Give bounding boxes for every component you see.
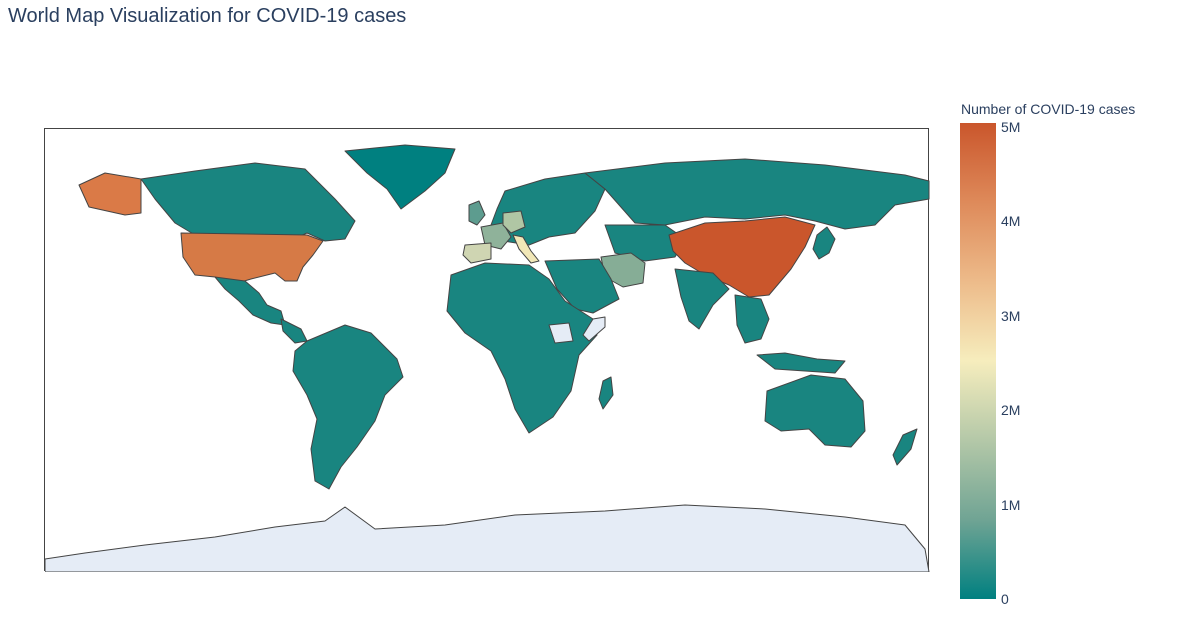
colorbar-tick-label: 2M — [1001, 402, 1021, 419]
country-uk[interactable] — [468, 200, 486, 226]
country-canada[interactable] — [140, 162, 356, 242]
country-new-zealand[interactable] — [892, 428, 918, 466]
country-france[interactable] — [480, 222, 512, 250]
colorbar-title: Number of COVID-19 cases — [961, 101, 1136, 117]
country-india[interactable] — [674, 268, 730, 330]
region-indonesia[interactable] — [756, 352, 846, 374]
colorbar-tick-label: 3M — [1001, 307, 1021, 324]
country-mexico[interactable] — [214, 276, 286, 326]
country-germany[interactable] — [502, 210, 526, 234]
region-southeast-asia[interactable] — [734, 294, 770, 344]
region-middle-east[interactable] — [544, 258, 620, 314]
continent-africa[interactable] — [446, 262, 598, 434]
continent-antarctica[interactable] — [45, 504, 930, 572]
country-alaska[interactable] — [78, 172, 142, 216]
colorbar-tick-label: 0 — [1001, 591, 1009, 607]
colorbar — [960, 123, 996, 599]
colorbar-tick-label: 5M — [1001, 119, 1021, 135]
colorbar-gradient — [960, 123, 996, 599]
continent-south-america[interactable] — [292, 324, 404, 490]
colorbar-tick-label: 4M — [1001, 213, 1021, 230]
region-central-asia[interactable] — [604, 224, 686, 262]
page-title: World Map Visualization for COVID-19 cas… — [8, 5, 407, 27]
country-greenland[interactable] — [344, 144, 456, 210]
country-japan[interactable] — [812, 226, 836, 260]
country-spain[interactable] — [462, 242, 492, 264]
region-central-america[interactable] — [280, 318, 308, 344]
country-somalia[interactable] — [582, 316, 606, 342]
world-map[interactable] — [44, 128, 930, 572]
world-map-svg[interactable] — [45, 129, 930, 572]
country-usa[interactable] — [180, 232, 324, 286]
country-australia[interactable] — [764, 374, 866, 448]
country-madagascar[interactable] — [598, 376, 614, 410]
country-china[interactable] — [668, 216, 816, 298]
colorbar-tick-label: 1M — [1001, 496, 1021, 513]
country-russia[interactable] — [584, 158, 930, 230]
country-italy[interactable] — [512, 234, 540, 264]
country-south-sudan[interactable] — [548, 322, 574, 344]
